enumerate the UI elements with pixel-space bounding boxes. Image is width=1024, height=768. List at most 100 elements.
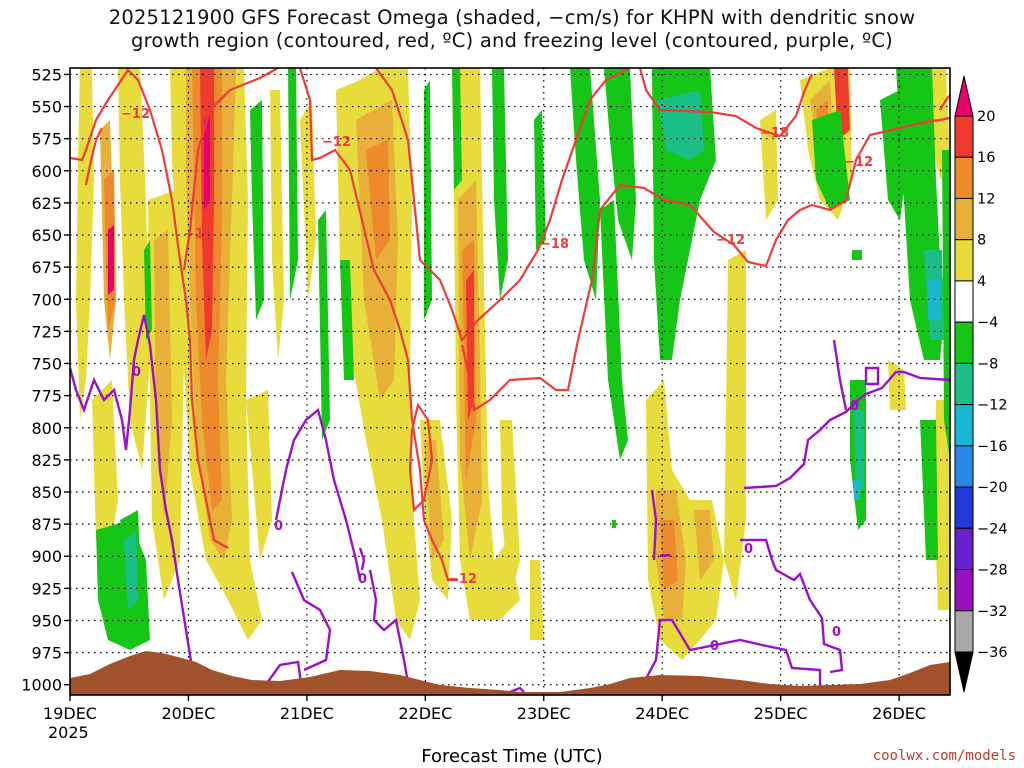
y-tick-label: 850 — [31, 483, 62, 502]
y-tick-label: 975 — [31, 644, 62, 663]
omega-shade-cyan — [854, 280, 940, 500]
chart-title-line-2: growth region (contoured, red, ºC) and f… — [131, 29, 893, 52]
colorbar-label: −20 — [977, 480, 1008, 496]
dgz-contour-line — [638, 68, 814, 138]
dgz-contours-red — [70, 68, 950, 582]
dgz-label: −12 — [121, 107, 150, 122]
y-tick-label: 900 — [31, 547, 62, 566]
y-tick-label: 650 — [31, 226, 62, 245]
y-tick-label: 575 — [31, 130, 62, 149]
y-tick-label: 675 — [31, 258, 62, 277]
y-tick-label: 625 — [31, 194, 62, 213]
freezing-contour-line — [659, 553, 671, 558]
dgz-contour-line — [460, 116, 950, 412]
dgz-contour-line — [298, 68, 458, 582]
freezing-contour-line — [864, 366, 880, 386]
colorbar: 20 16 12 8 4 −4 −8 −12 −16 −20 −24 −28 −32 −36 — [954, 75, 1008, 693]
colorbar-label: 8 — [977, 233, 986, 249]
colorbar-swatch — [954, 569, 974, 612]
freezing-contour-line — [368, 569, 412, 695]
dgz-contour-line — [182, 68, 279, 271]
freezing-contour-line — [290, 571, 332, 672]
colorbar-top-triangle — [954, 75, 974, 117]
colorbar-swatch — [954, 321, 974, 364]
y-tick-label: 775 — [31, 387, 62, 406]
x-tick-label: 25DEC — [754, 704, 808, 723]
y-tick-label: 700 — [31, 290, 62, 309]
plot-frame — [69, 67, 951, 696]
y-tick-label: 750 — [31, 355, 62, 374]
freezing-contour-line — [509, 686, 525, 694]
colorbar-swatch — [954, 527, 974, 571]
freezing-contour-line — [70, 314, 198, 695]
freezing-contour-line — [743, 370, 950, 490]
colorbar-label: 16 — [977, 150, 995, 166]
y-tick-label: 725 — [31, 322, 62, 341]
colorbar-label: −8 — [977, 356, 998, 372]
freezing-contour-line — [650, 489, 658, 561]
freezing-contour-line — [832, 339, 848, 411]
dgz-label: −12 — [844, 155, 873, 170]
x-tick-label: 24DEC — [635, 704, 689, 723]
plot-grid — [70, 68, 950, 695]
x-tick-label: 23DEC — [517, 704, 571, 723]
x-axis-year: 2025 — [48, 723, 89, 742]
dgz-label: −18 — [760, 126, 789, 141]
colorbar-label: −28 — [977, 563, 1008, 579]
freezing-contour-line — [274, 407, 362, 581]
colorbar-label: −24 — [977, 521, 1008, 537]
colorbar-swatch — [954, 156, 974, 199]
x-tick-label: 21DEC — [280, 704, 334, 723]
colorbar-label: −32 — [977, 604, 1008, 620]
freezing-contour-line — [358, 547, 366, 571]
y-tick-label: 875 — [31, 515, 62, 534]
contour-labels: −12 −12 −18 −18 −18 −12 −12 −12 0 0 0 0 … — [121, 107, 873, 654]
freezing-contours-purple — [70, 314, 950, 695]
chart-title: 2025121900 GFS Forecast Omega (shaded, −… — [0, 6, 1024, 52]
dgz-label: −12 — [716, 233, 745, 248]
x-tick-label: 26DEC — [872, 704, 926, 723]
freezing-label: 0 — [132, 365, 141, 380]
colorbar-swatch — [954, 445, 974, 488]
colorbar-label: 20 — [977, 109, 995, 125]
dgz-label: −18 — [184, 227, 213, 242]
y-tick-label: 825 — [31, 451, 62, 470]
freezing-label: 0 — [832, 625, 841, 640]
x-tick-label: 20DEC — [161, 704, 215, 723]
colorbar-label: −4 — [977, 315, 998, 331]
colorbar-swatch — [954, 280, 974, 323]
x-axis: 19DEC 20DEC 21DEC 22DEC 23DEC 24DEC 25DEC 26DEC — [43, 695, 926, 723]
colorbar-label: 12 — [977, 191, 995, 207]
credit-text: coolwx.com/models — [872, 748, 1016, 764]
colorbar-swatch — [954, 239, 974, 282]
freezing-label: 0 — [710, 639, 719, 654]
colorbar-label: −16 — [977, 439, 1008, 455]
chart-title-line-1: 2025121900 GFS Forecast Omega (shaded, −… — [108, 6, 916, 29]
colorbar-label: −36 — [977, 645, 1008, 661]
colorbar-label: 4 — [977, 274, 986, 290]
omega-shading — [76, 68, 950, 660]
colorbar-swatch — [954, 197, 974, 241]
dgz-label: −12 — [448, 572, 477, 587]
y-tick-label: 525 — [31, 65, 62, 84]
y-tick-label: 550 — [31, 98, 62, 117]
freezing-label: 0 — [850, 399, 859, 414]
colorbar-swatch — [954, 610, 974, 653]
freezing-contour-line — [261, 660, 304, 691]
y-axis: 525 550 575 600 625 650 675 700 725 750 775 800 825 8… — [21, 65, 70, 695]
y-tick-label: 800 — [31, 419, 62, 438]
freezing-contour-line — [609, 618, 822, 695]
freezing-label: 0 — [274, 519, 283, 534]
colorbar-label: −12 — [977, 398, 1008, 414]
dgz-contour-line — [84, 127, 103, 186]
y-tick-label: 600 — [31, 162, 62, 181]
dgz-contour-line — [375, 68, 631, 343]
dgz-label: −18 — [540, 237, 569, 252]
freezing-contour-line — [740, 538, 844, 674]
colorbar-bottom-triangle — [954, 651, 974, 693]
terrain-surface — [70, 651, 950, 695]
dgz-contour-line — [70, 68, 229, 549]
dgz-label: −12 — [322, 135, 351, 150]
y-tick-label: 950 — [31, 611, 62, 630]
